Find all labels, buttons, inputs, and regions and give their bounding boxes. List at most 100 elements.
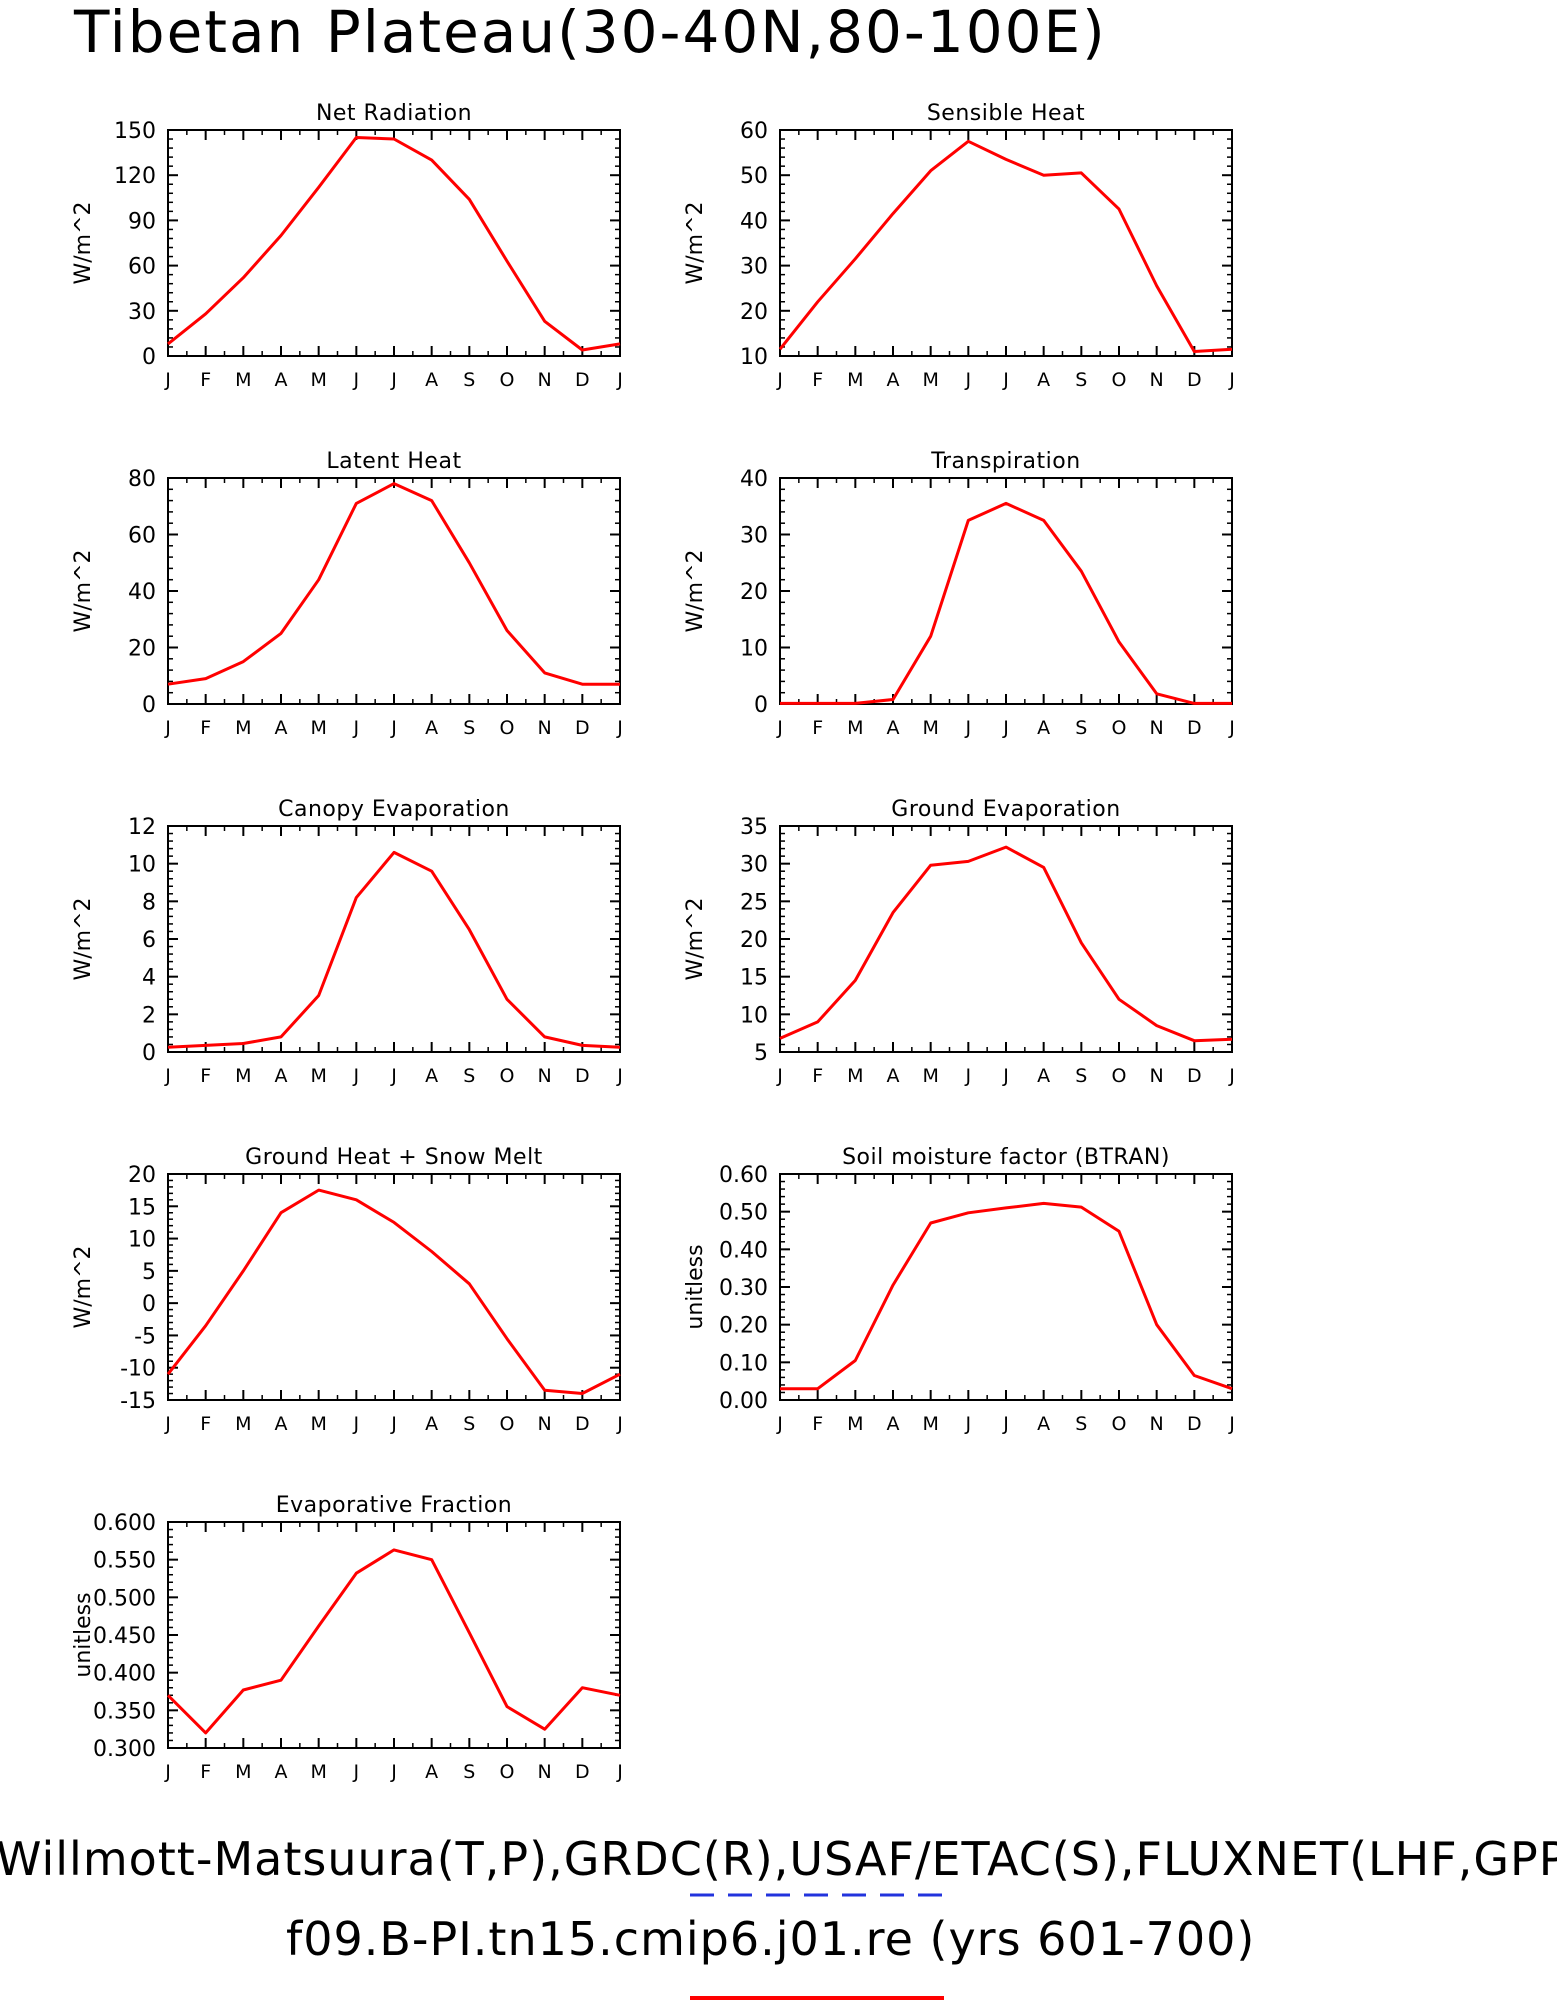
x-tick-label: J [390,717,397,739]
x-tick-label: M [310,1065,326,1087]
x-tick-label: D [575,1065,590,1087]
x-tick-label: M [235,369,251,391]
x-tick-label: J [353,1065,360,1087]
y-tick-label: 60 [128,524,156,549]
x-tick-label: M [235,717,251,739]
x-tick-label: M [310,1413,326,1435]
x-tick-label: A [275,1065,288,1087]
x-tick-label: F [812,1413,823,1435]
y-tick-label: 0.40 [719,1238,768,1263]
x-tick-label: J [353,717,360,739]
x-tick-label: D [1187,1413,1202,1435]
x-tick-label: M [922,1413,938,1435]
x-tick-label: J [164,1761,171,1783]
series-line-1 [780,501,1232,705]
x-tick-label: A [887,717,900,739]
y-axis-label: unitless [71,1592,96,1677]
y-tick-label: 0.300 [93,1737,156,1762]
x-tick-label: O [500,369,515,391]
chart-title: Evaporative Fraction [276,1493,512,1518]
x-tick-label: F [812,717,823,739]
x-tick-label: N [1150,1413,1164,1435]
x-tick-label: A [1037,369,1050,391]
x-tick-label: D [1187,717,1202,739]
chart-title: Transpiration [930,449,1080,474]
x-tick-label: F [200,717,211,739]
x-tick-label: F [200,1413,211,1435]
x-tick-label: M [922,717,938,739]
series-line-1 [166,1188,621,1395]
y-axis-label: W/m^2 [71,549,96,632]
x-tick-label: F [200,1065,211,1087]
y-tick-label: 40 [740,467,768,492]
y-tick-label: 40 [740,209,768,234]
y-tick-label: 0 [142,345,156,370]
x-tick-label: D [1187,1065,1202,1087]
y-tick-label: 150 [114,119,156,144]
y-tick-label: 5 [142,1260,156,1285]
y-tick-label: 20 [740,928,768,953]
x-tick-label: F [200,1761,211,1783]
x-tick-label: J [1228,717,1235,739]
x-tick-label: S [463,1065,475,1087]
x-tick-label: M [310,369,326,391]
x-tick-label: A [425,1761,438,1783]
x-tick-label: J [1002,1065,1009,1087]
x-tick-label: J [616,1065,623,1087]
x-tick-label: A [425,717,438,739]
series-line-1 [780,1201,1233,1391]
y-axis-label: W/m^2 [683,549,708,632]
x-tick-label: J [965,1065,972,1087]
plot-frame [779,129,1233,357]
y-tick-label: 60 [128,255,156,280]
y-tick-label: 30 [128,300,156,325]
y-tick-label: 15 [128,1195,156,1220]
x-tick-label: A [275,1761,288,1783]
x-tick-label: F [200,369,211,391]
x-tick-label: J [353,1761,360,1783]
plot-frame [167,129,621,357]
x-tick-label: J [353,1413,360,1435]
y-tick-label: 35 [740,815,768,840]
y-axis-label: W/m^2 [71,201,96,284]
x-tick-label: J [1002,369,1009,391]
plot-frame [167,825,621,1053]
chart-title: Ground Evaporation [891,797,1120,822]
x-tick-label: A [275,369,288,391]
series-line-1 [778,139,1233,353]
y-axis-label: W/m^2 [71,897,96,980]
x-tick-label: S [463,1761,475,1783]
chart-title: Latent Heat [326,449,461,474]
y-tick-label: 80 [128,467,156,492]
y-tick-label: 20 [128,1163,156,1188]
x-tick-label: J [1002,1413,1009,1435]
y-tick-label: 10 [128,1228,156,1253]
x-tick-label: J [965,369,972,391]
x-tick-label: A [887,369,900,391]
x-tick-label: M [235,1761,251,1783]
x-tick-label: N [1150,1065,1164,1087]
chart-panel-9: J F M A M J J A S O N D J0.3000.3500.4000.4500.5000.… [71,1493,623,1783]
x-tick-label: N [538,1761,552,1783]
x-tick-label: O [500,1065,515,1087]
y-tick-label: 12 [128,815,156,840]
y-tick-label: 0.350 [93,1699,156,1724]
y-tick-label: 120 [114,164,156,189]
plot-frame [167,477,621,705]
x-tick-label: A [1037,1413,1050,1435]
y-tick-label: 0.50 [719,1201,768,1226]
series-line-1 [167,482,620,686]
x-tick-label: S [463,1413,475,1435]
x-tick-label: J [776,717,783,739]
y-tick-label: 6 [142,928,156,953]
chart-title: Net Radiation [316,101,472,126]
x-tick-label: O [1112,1413,1127,1435]
y-tick-label: 0.00 [719,1389,768,1414]
y-tick-label: 0.30 [719,1276,768,1301]
x-tick-label: J [616,369,623,391]
x-tick-label: J [616,1413,623,1435]
x-tick-label: J [1228,369,1235,391]
